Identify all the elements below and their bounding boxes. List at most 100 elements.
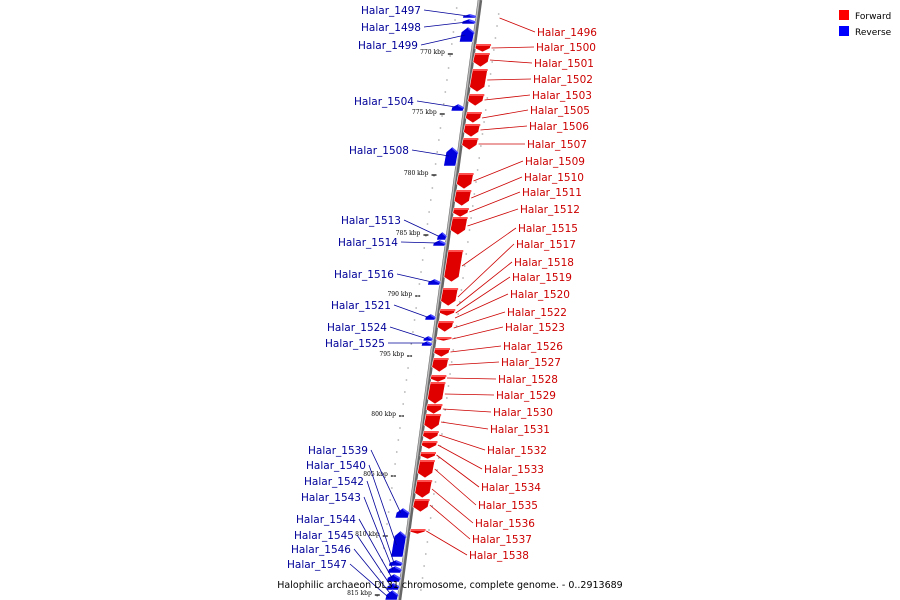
reverse-gene-arrow	[443, 146, 459, 167]
forward-leader-line	[442, 408, 492, 413]
reverse-gene-label: Halar_1544	[296, 514, 356, 526]
tick-label: 780 kbp	[404, 170, 429, 177]
reverse-leader-line	[423, 21, 468, 28]
reverse-gene-arrow	[461, 18, 476, 25]
forward-gene-label: Halar_1500	[536, 42, 596, 54]
forward-gene-arrow	[417, 459, 436, 479]
chromosome-backbone	[396, 0, 483, 600]
reverse-gene-arrow	[387, 565, 402, 574]
forward-gene-label: Halar_1522	[507, 307, 567, 319]
gene-features	[384, 13, 492, 600]
forward-gene-label: Halar_1529	[496, 390, 556, 402]
forward-legend-swatch	[839, 10, 849, 20]
forward-gene-label: Halar_1511	[522, 187, 582, 199]
forward-gene-arrow	[433, 347, 451, 358]
forward-gene-arrow	[430, 374, 447, 383]
forward-gene-arrow	[453, 189, 472, 207]
forward-legend-label: Forward	[855, 12, 891, 22]
forward-leader-line	[457, 243, 515, 298]
reverse-leader-line	[363, 496, 394, 571]
reverse-gene-label: Halar_1513	[341, 215, 401, 227]
reverse-leader-line	[420, 34, 466, 46]
forward-gene-arrow	[443, 249, 464, 283]
forward-gene-label: Halar_1538	[469, 550, 529, 562]
forward-leader-line	[480, 125, 528, 131]
tick-label: 785 kbp	[396, 230, 421, 237]
forward-gene-arrow	[449, 216, 469, 236]
reverse-gene-arrow	[420, 340, 433, 347]
forward-leader-line	[434, 468, 477, 506]
forward-leader-line	[489, 59, 533, 64]
gene-labels: Halar_1497 Halar_1498 Halar_1499 Halar_1504…	[287, 5, 597, 599]
forward-gene-arrow	[456, 172, 475, 190]
reverse-leader-line	[358, 518, 393, 579]
forward-gene-label: Halar_1530	[493, 407, 553, 419]
forward-leader-line	[473, 160, 524, 182]
reverse-leader-line	[356, 534, 392, 587]
forward-gene-arrow	[474, 43, 492, 53]
forward-gene-label: Halar_1506	[529, 121, 589, 133]
forward-gene-label: Halar_1533	[484, 464, 544, 476]
legend: Forward Reverse	[839, 10, 892, 38]
reverse-leader-line	[411, 149, 450, 157]
forward-leader-line	[439, 434, 486, 451]
forward-leader-line	[426, 530, 468, 556]
tick-label: 795 kbp	[379, 351, 404, 358]
forward-leader-line	[469, 191, 521, 213]
reverse-leader-line	[393, 304, 428, 318]
reverse-leader-line	[368, 464, 397, 546]
reverse-gene-arrow	[422, 335, 433, 342]
forward-gene-label: Halar_1515	[518, 223, 578, 235]
forward-leader-line	[467, 208, 519, 227]
reverse-gene-label: Halar_1521	[331, 300, 391, 312]
forward-gene-label: Halar_1496	[537, 27, 597, 39]
reverse-legend-swatch	[839, 26, 849, 36]
reverse-legend-label: Reverse	[855, 28, 892, 38]
reverse-gene-arrow	[390, 530, 407, 558]
forward-gene-label: Halar_1519	[512, 272, 572, 284]
forward-gene-arrow	[467, 93, 485, 107]
forward-leader-line	[431, 488, 474, 524]
forward-gene-label: Halar_1520	[510, 289, 570, 301]
genome-caption: Halophilic archaeon DL31 chromosome, com…	[277, 580, 622, 591]
forward-gene-label: Halar_1526	[503, 341, 563, 353]
reverse-gene-arrow	[458, 26, 475, 43]
forward-leader-line	[437, 444, 483, 470]
forward-leader-line	[456, 261, 513, 307]
reverse-gene-arrow	[384, 589, 399, 600]
forward-gene-label: Halar_1505	[530, 105, 590, 117]
forward-leader-line	[454, 293, 509, 319]
forward-gene-label: Halar_1534	[481, 482, 541, 494]
reverse-leader-line	[416, 100, 456, 108]
reverse-gene-arrow	[394, 507, 410, 519]
reverse-gene-label: Halar_1542	[304, 476, 364, 488]
forward-leader-line	[471, 176, 523, 199]
reverse-gene-label: Halar_1516	[334, 269, 394, 281]
tick-label: 775 kbp	[412, 109, 437, 116]
forward-gene-arrow	[436, 320, 455, 333]
forward-leader-line	[450, 345, 502, 353]
forward-gene-label: Halar_1512	[520, 204, 580, 216]
reverse-gene-label: Halar_1543	[301, 492, 361, 504]
forward-leader-line	[440, 421, 489, 430]
forward-gene-arrow	[427, 381, 446, 405]
forward-gene-label: Halar_1502	[533, 74, 593, 86]
forward-leader-line	[482, 109, 529, 119]
forward-gene-arrow	[412, 498, 431, 513]
forward-gene-label: Halar_1503	[532, 90, 592, 102]
reverse-gene-arrow	[427, 278, 441, 286]
forward-gene-label: Halar_1518	[514, 257, 574, 269]
reverse-gene-label: Halar_1546	[291, 544, 351, 556]
forward-gene-label: Halar_1517	[516, 239, 576, 251]
forward-gene-arrow	[461, 137, 479, 151]
reverse-gene-label: Halar_1547	[287, 559, 347, 571]
forward-gene-arrow	[422, 430, 440, 441]
forward-leader-line	[455, 276, 511, 314]
reverse-leader-line	[353, 548, 391, 594]
forward-gene-label: Halar_1535	[478, 500, 538, 512]
reverse-gene-arrow	[450, 103, 465, 112]
reverse-leader-line	[423, 9, 468, 17]
reverse-gene-arrow	[424, 313, 436, 321]
